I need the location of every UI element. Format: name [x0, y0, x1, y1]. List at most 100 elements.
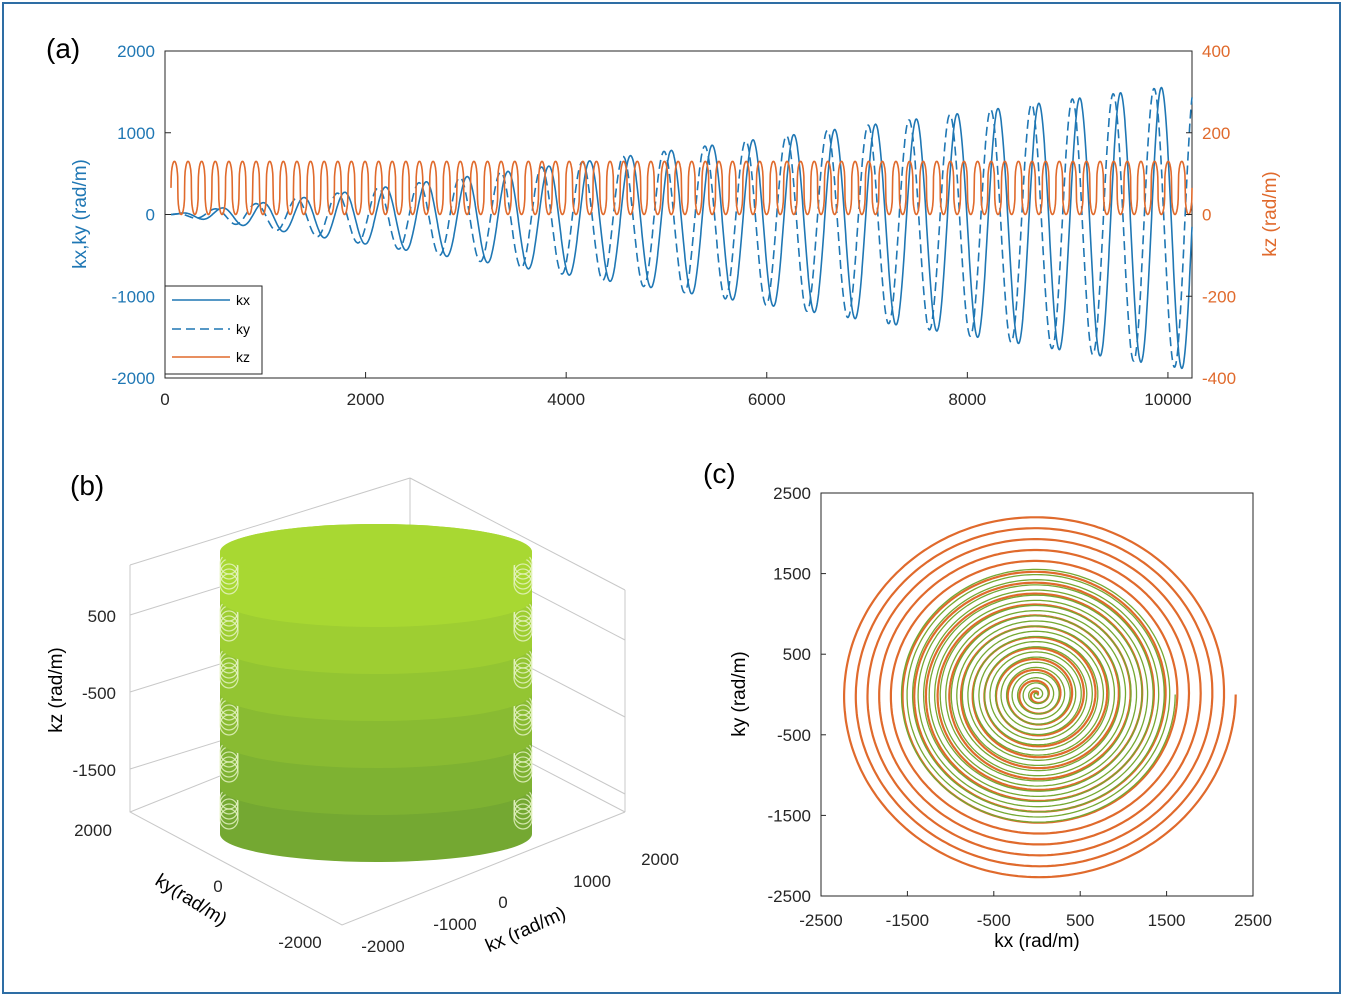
chart-b-cylinder — [219, 524, 533, 862]
coil-ring-left — [219, 615, 239, 637]
coil-ring-right — [513, 657, 533, 679]
x-tick-label: 8000 — [948, 390, 986, 409]
y-right-tick-label: -400 — [1202, 369, 1236, 388]
x-tick-label: 2500 — [1234, 911, 1272, 930]
chart-a-plot-area — [164, 50, 1193, 379]
y-left-tick-label: 2000 — [117, 42, 155, 61]
x-tick-label: -1000 — [433, 915, 476, 934]
cylinder-top — [220, 524, 532, 580]
coil-ring-right — [513, 563, 533, 585]
y-tick-label: -2500 — [768, 887, 811, 906]
coil-ring-left — [219, 704, 239, 726]
y-left-tick-label: -2000 — [112, 369, 155, 388]
z-tick-label: -500 — [82, 684, 116, 703]
coil-ring-right — [513, 751, 533, 773]
coil-ring-left — [219, 751, 239, 773]
coil-ring-right — [513, 568, 533, 590]
y-right-tick-label: 0 — [1202, 206, 1211, 225]
x-tick-label: 6000 — [748, 390, 786, 409]
x-tick-label: -2000 — [361, 937, 404, 956]
y-right-tick-label: 400 — [1202, 42, 1230, 61]
chart-c-series — [843, 516, 1237, 879]
spiral-inner-spiral — [900, 568, 1176, 823]
x-tick-label: 4000 — [547, 390, 585, 409]
coil-ring-left — [219, 761, 239, 783]
chart-c-ylabel: ky (rad/m) — [729, 651, 750, 737]
panel-label-a: (a) — [46, 33, 80, 64]
x-tick-label: 2000 — [347, 390, 385, 409]
x-tick-label: 2000 — [641, 850, 679, 869]
x-tick-label: 0 — [498, 893, 507, 912]
y-right-tick-label: 200 — [1202, 124, 1230, 143]
chart-b-xlabel: kx (rad/m) — [482, 903, 569, 957]
y-tick-label: 500 — [783, 645, 811, 664]
coil-ring-left — [219, 563, 239, 585]
spiral-outer-spiral — [843, 516, 1237, 879]
coil-ring-left — [219, 657, 239, 679]
y-tick-label: -2000 — [278, 933, 321, 952]
coil-ring-left — [219, 667, 239, 689]
coil-ring-left — [219, 610, 239, 632]
x-tick-label: 1500 — [1148, 911, 1186, 930]
coil-ring-right — [513, 620, 533, 642]
panel-label-b: (b) — [70, 470, 104, 501]
chart-c-ticks: -2500 -1500 -500 500 1500 2500 2500 1500 500 -500… — [768, 484, 1272, 930]
x-tick-label: 500 — [1066, 911, 1094, 930]
chart-a-legend: kx ky kz — [164, 285, 263, 375]
y-tick-label: 0 — [213, 877, 222, 896]
x-tick-label: -2500 — [799, 911, 842, 930]
coil-ring-left — [219, 568, 239, 590]
series-kz — [170, 160, 1193, 216]
x-tick-label: 10000 — [1144, 390, 1191, 409]
x-tick-label: -1500 — [886, 911, 929, 930]
coil-ring-right — [513, 667, 533, 689]
coil-ring-right — [513, 573, 533, 595]
coil-ring-right — [513, 709, 533, 731]
x-tick-label: 1000 — [573, 872, 611, 891]
z-tick-label: 500 — [88, 607, 116, 626]
chart-a-series — [170, 86, 1193, 370]
y-tick-label: 1500 — [773, 565, 811, 584]
chart-b-ticks: 500 -500 -1500 2000 0 -2000 -2000 -1000 0 1000 200… — [73, 607, 679, 956]
coil-ring-left — [219, 798, 239, 820]
legend-kz-label: kz — [236, 349, 250, 365]
coil-ring-right — [513, 761, 533, 783]
y-left-tick-label: 1000 — [117, 124, 155, 143]
panel-label-c: (c) — [703, 458, 736, 489]
coil-ring-right — [513, 662, 533, 684]
coil-ring-left — [219, 803, 239, 825]
coil-ring-right — [513, 803, 533, 825]
coil-ring-left — [219, 808, 239, 830]
coil-ring-right — [513, 704, 533, 726]
legend-ky-label: ky — [236, 321, 250, 337]
chart-c: -2500 -1500 -500 500 1500 2500 2500 1500 500 -500… — [729, 484, 1272, 952]
coil-ring-right — [513, 798, 533, 820]
y-tick-label: -500 — [777, 726, 811, 745]
y-tick-label: -1500 — [768, 806, 811, 825]
chart-a-ylabel-right: kz (rad/m) — [1260, 171, 1281, 257]
coil-ring-right — [513, 615, 533, 637]
chart-c-xlabel: kx (rad/m) — [994, 931, 1080, 952]
chart-a: 0 2000 4000 6000 8000 10000200010000-1000-200… — [70, 42, 1281, 409]
coil-ring-right — [513, 610, 533, 632]
coil-ring-left — [219, 714, 239, 736]
coil-ring-right — [513, 808, 533, 830]
coil-ring-right — [513, 714, 533, 736]
chart-a-ticks: 0 2000 4000 6000 8000 10000200010000-1000-200… — [112, 42, 1237, 409]
y-left-tick-label: -1000 — [112, 287, 155, 306]
x-tick-label: 0 — [160, 390, 169, 409]
coil-ring-left — [219, 709, 239, 731]
y-left-tick-label: 0 — [146, 206, 155, 225]
coil-ring-left — [219, 573, 239, 595]
legend-kx-label: kx — [236, 292, 250, 308]
coil-ring-right — [513, 756, 533, 778]
y-right-tick-label: -200 — [1202, 287, 1236, 306]
y-tick-label: 2000 — [74, 821, 112, 840]
chart-b: 500 -500 -1500 2000 0 -2000 -2000 -1000 0 1000 200… — [46, 477, 679, 957]
x-tick-label: -500 — [977, 911, 1011, 930]
z-tick-label: -1500 — [73, 761, 116, 780]
y-tick-label: 2500 — [773, 484, 811, 503]
chart-b-zlabel: kz (rad/m) — [46, 647, 67, 733]
